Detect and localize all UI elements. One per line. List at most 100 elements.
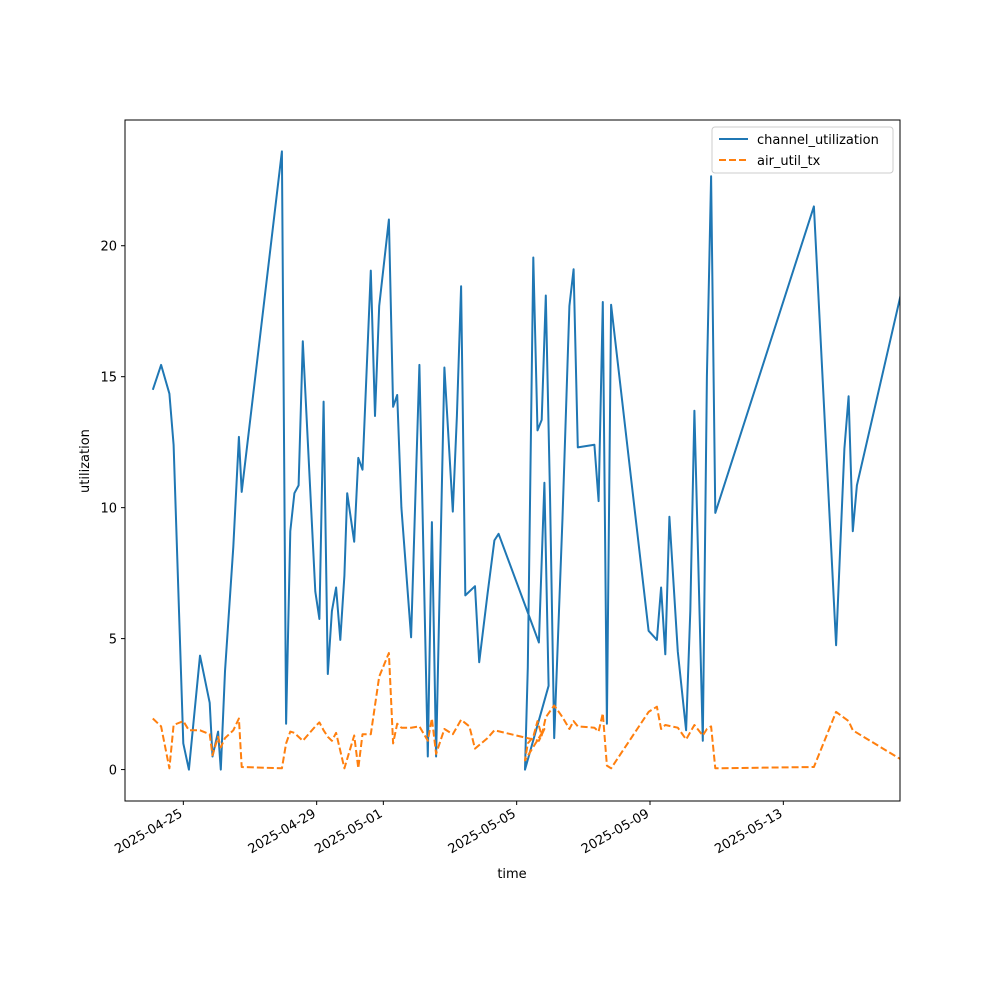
data-point-channel-utilization-50: [474, 585, 476, 587]
data-point-channel-utilization-15: [281, 150, 283, 152]
data-point-air-util-tx-66: [648, 711, 650, 713]
x-tick-label: 2025-05-13: [712, 806, 785, 857]
data-point-channel-utilization-61: [537, 429, 539, 431]
data-point-channel-utilization-16: [285, 723, 287, 725]
data-point-air-util-tx-68: [660, 728, 662, 730]
data-point-air-util-tx-80: [852, 729, 854, 731]
data-point-channel-utilization-70: [593, 444, 595, 446]
data-point-air-util-tx-83: [918, 727, 920, 729]
data-point-channel-utilization-36: [388, 219, 390, 221]
data-point-air-util-tx-81: [910, 765, 912, 767]
data-point-channel-utilization-92: [852, 530, 854, 532]
data-point-channel-utilization-65: [553, 737, 555, 739]
data-point-channel-utilization-5: [188, 769, 190, 771]
data-point-channel-utilization-1: [160, 364, 162, 366]
data-point-air-util-tx-59: [573, 720, 575, 722]
data-point-air-util-tx-40: [435, 753, 437, 755]
data-point-air-util-tx-24: [331, 740, 333, 742]
data-point-air-util-tx-37: [418, 725, 420, 727]
y-axis: 0 5 10 15 20: [100, 240, 125, 779]
data-point-air-util-tx-2: [168, 767, 170, 769]
data-point-air-util-tx-21: [318, 721, 320, 723]
data-point-channel-utilization-37: [392, 406, 394, 408]
data-point-air-util-tx-77: [813, 766, 815, 768]
data-point-channel-utilization-52: [487, 593, 489, 595]
data-point-air-util-tx-7: [209, 733, 211, 735]
data-point-channel-utilization-64: [549, 494, 551, 496]
data-point-air-util-tx-15: [281, 767, 283, 769]
data-point-channel-utilization-91: [848, 395, 850, 397]
data-point-channel-utilization-17: [289, 530, 291, 532]
data-point-air-util-tx-26: [343, 767, 345, 769]
data-point-channel-utilization-54: [498, 533, 500, 535]
y-tick-label: 5: [109, 633, 117, 648]
data-point-air-util-tx-74: [706, 728, 708, 730]
data-point-air-util-tx-73: [702, 735, 704, 737]
data-point-air-util-tx-64: [606, 765, 608, 767]
data-point-channel-utilization-28: [343, 575, 345, 577]
data-point-air-util-tx-42: [452, 733, 454, 735]
data-point-channel-utilization-72: [602, 301, 604, 303]
plot-area: [124, 119, 920, 802]
data-point-channel-utilization-2: [168, 393, 170, 395]
data-point-air-util-tx-39: [431, 718, 433, 720]
data-point-air-util-tx-16: [285, 742, 287, 744]
data-point-channel-utilization-47: [456, 415, 458, 417]
data-point-channel-utilization-74: [610, 304, 612, 306]
legend-box: [711, 126, 894, 174]
data-point-air-util-tx-4: [182, 720, 184, 722]
data-point-air-util-tx-13: [238, 718, 240, 720]
data-point-channel-utilization-11: [224, 670, 226, 672]
series-line-channel-utilization: [151, 150, 900, 771]
data-point-air-util-tx-78: [835, 711, 837, 713]
data-point-air-util-tx-52: [532, 736, 534, 738]
data-point-air-util-tx-79: [848, 720, 850, 722]
data-point-air-util-tx-32: [388, 652, 390, 654]
data-point-channel-utilization-71: [598, 500, 600, 502]
data-point-air-util-tx-29: [362, 733, 364, 735]
data-point-channel-utilization-83: [693, 410, 695, 412]
y-tick-label: 15: [100, 371, 117, 386]
data-point-channel-utilization-95: [914, 727, 916, 729]
data-point-air-util-tx-46: [487, 737, 489, 739]
data-point-air-util-tx-45: [474, 748, 476, 750]
data-point-channel-utilization-57: [548, 685, 550, 687]
data-point-air-util-tx-72: [693, 724, 695, 726]
data-point-channel-utilization-23: [323, 401, 325, 403]
data-point-channel-utilization-41: [418, 364, 420, 366]
data-point-air-util-tx-38: [427, 740, 429, 742]
data-point-air-util-tx-55: [545, 716, 547, 718]
data-point-channel-utilization-48: [460, 285, 462, 287]
x-tick-label: 2025-05-01: [312, 806, 385, 857]
data-point-channel-utilization-29: [346, 492, 348, 494]
data-point-channel-utilization-9: [217, 731, 219, 733]
data-point-air-util-tx-1: [160, 725, 162, 727]
data-point-channel-utilization-85: [706, 376, 708, 378]
data-point-channel-utilization-55: [538, 642, 540, 644]
data-point-air-util-tx-61: [593, 727, 595, 729]
data-point-channel-utilization-35: [378, 305, 380, 307]
data-point-channel-utilization-75: [648, 630, 650, 632]
data-point-channel-utilization-13: [238, 436, 240, 438]
y-tick-label: 20: [100, 240, 117, 255]
x-tick-label: 2025-04-29: [246, 806, 319, 857]
data-point-air-util-tx-6: [199, 729, 201, 731]
plot-frame: [124, 119, 901, 802]
data-point-air-util-tx-36: [410, 727, 412, 729]
data-point-channel-utilization-22: [318, 618, 320, 620]
data-point-channel-utilization-31: [357, 457, 359, 459]
data-point-channel-utilization-89: [835, 644, 837, 646]
data-point-air-util-tx-8: [212, 754, 214, 756]
data-point-channel-utilization-80: [677, 651, 679, 653]
data-point-channel-utilization-84: [702, 740, 704, 742]
data-point-air-util-tx-58: [568, 728, 570, 730]
x-tick-label: 2025-05-09: [579, 806, 652, 857]
data-point-air-util-tx-27: [353, 735, 355, 737]
data-point-channel-utilization-3: [173, 444, 175, 446]
data-point-channel-utilization-82: [689, 610, 691, 612]
data-point-channel-utilization-58: [524, 769, 526, 771]
data-point-channel-utilization-40: [410, 636, 412, 638]
data-point-channel-utilization-32: [362, 469, 364, 471]
data-point-channel-utilization-30: [353, 541, 355, 543]
